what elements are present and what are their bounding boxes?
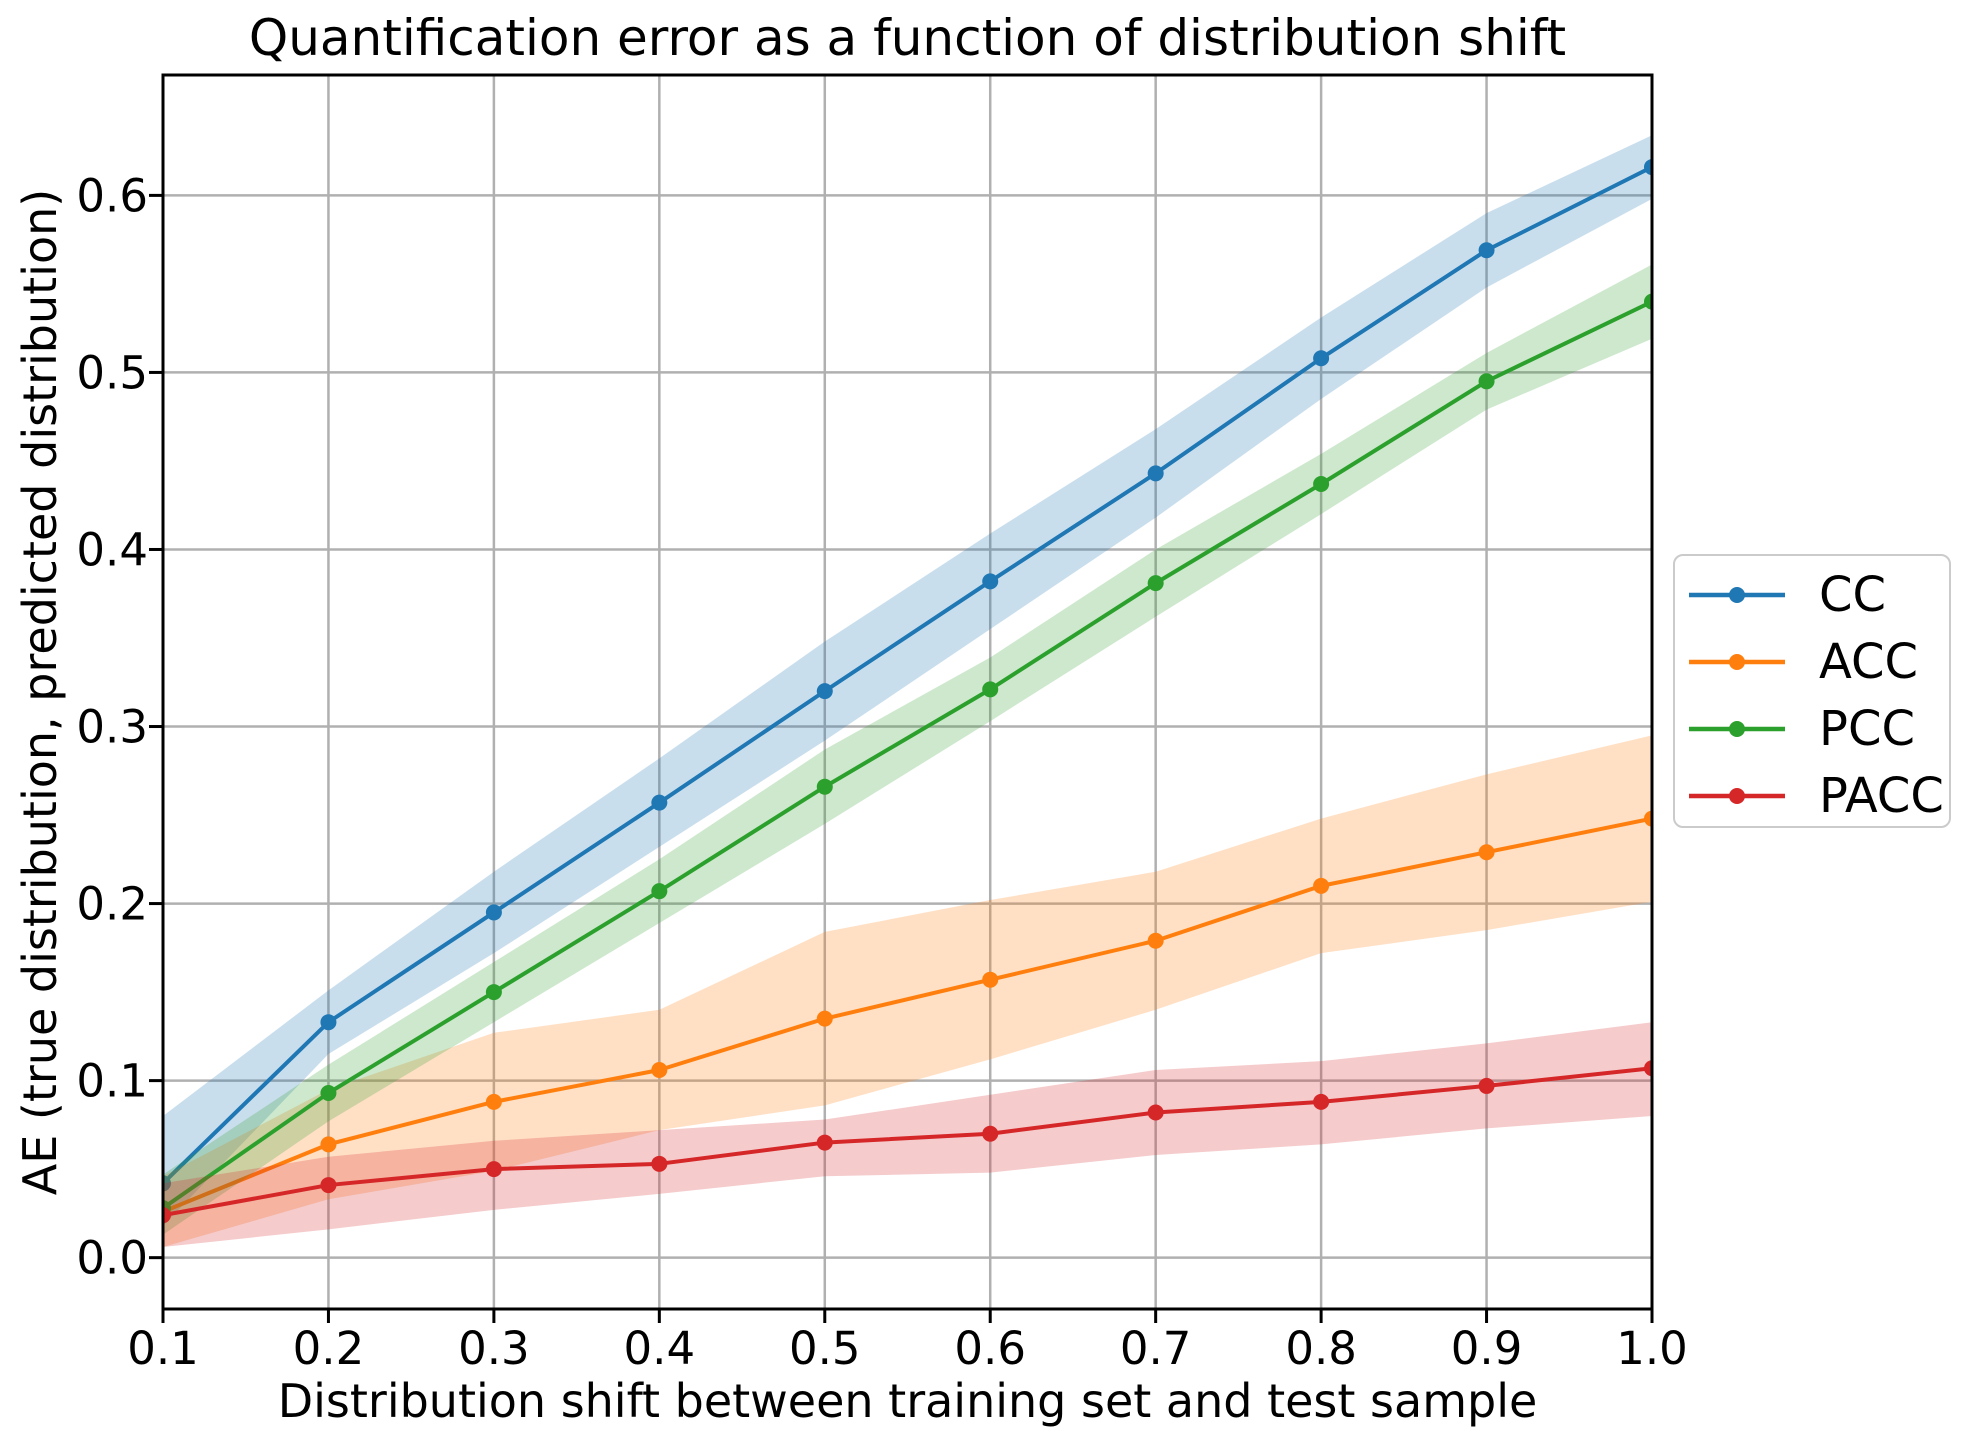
series-layer [163,135,1652,1248]
marker-ACC [651,1061,668,1078]
y-tick-label: 0.6 [76,169,148,222]
marker-PACC [485,1161,502,1178]
marker-PACC [320,1177,337,1194]
legend-label-PACC: PACC [1819,767,1944,824]
x-tick-label: 0.6 [954,1322,1026,1375]
marker-ACC [485,1093,502,1110]
legend-label-PCC: PCC [1819,700,1915,757]
marker-PACC [1313,1093,1330,1110]
series-PCC [163,264,1652,1235]
marker-PCC [651,883,668,900]
legend-label-CC: CC [1819,566,1887,623]
line-PCC [163,299,1652,1211]
marker-PCC [1478,373,1495,390]
y-tick-label: 0.2 [76,878,148,931]
x-tick-label: 0.3 [458,1322,530,1375]
legend-swatch-ACC [1689,653,1785,670]
marker-PACC [1478,1077,1495,1094]
legend-item-PACC: PACC [1689,762,1949,829]
marker-CC [982,573,999,590]
x-tick-label: 0.1 [127,1322,199,1375]
marker-CC [485,904,502,921]
marker-PCC [1313,475,1330,492]
confidence-band-ACC [163,735,1652,1248]
marker-PCC [320,1085,337,1102]
line-CC [163,165,1652,1186]
series-CC [163,135,1652,1226]
y-tick-label: 0.0 [76,1232,148,1285]
marker-ACC [1644,810,1652,827]
series-PACC [163,1022,1652,1248]
ticks: 0.1 0.2 0.3 0.4 0.5 0.6 0.7 0.8 0.9 1.0 0.0 0.1 0.2 0… [76,169,1687,1375]
marker-PCC [485,984,502,1001]
plot-border [161,73,1654,1311]
marker-ACC [1478,844,1495,861]
marker-PCC [1644,293,1652,310]
x-axis-label: Distribution shift between training set … [277,1374,1538,1428]
marker-ACC [1313,877,1330,894]
y-tick-label: 0.4 [76,523,148,576]
legend-label-ACC: ACC [1819,633,1919,690]
x-tick-label: 0.5 [789,1322,861,1375]
marker-CC [651,794,668,811]
confidence-band-PACC [163,1022,1652,1248]
legend-swatch-CC [1689,586,1785,603]
y-tick-label: 0.1 [76,1055,148,1108]
legend-item-PCC: PCC [1689,695,1949,762]
legend-item-ACC: ACC [1689,628,1949,695]
x-tick-label: 0.4 [624,1322,696,1375]
y-tick-label: 0.3 [76,701,148,754]
line-PACC [163,1066,1652,1218]
x-tick-label: 0.9 [1451,1322,1523,1375]
x-tick-label: 0.8 [1285,1322,1357,1375]
x-tick-label: 0.2 [293,1322,365,1375]
legend-swatch-PCC [1689,720,1785,737]
marker-ACC [982,971,999,988]
marker-ACC [1147,932,1164,949]
marker-CC [1478,242,1495,259]
marker-PCC [816,778,833,795]
legend-item-CC: CC [1689,561,1949,628]
confidence-band-CC [163,135,1652,1226]
marker-CC [816,683,833,700]
marker-CC [320,1014,337,1031]
chart-title: Quantification error as a function of di… [248,9,1567,67]
marker-PCC [1147,575,1164,592]
line-ACC [163,816,1652,1214]
marker-CC [1313,350,1330,367]
marker-PACC [1147,1104,1164,1121]
legend: CC ACC PCC PACC [1673,554,1951,828]
marker-PACC [163,1207,171,1224]
marker-PACC [651,1155,668,1172]
marker-CC [1644,159,1652,176]
marker-PACC [1644,1060,1652,1077]
legend-swatch-PACC [1689,787,1785,804]
marker-PACC [982,1125,999,1142]
marker-PACC [816,1134,833,1151]
marker-CC [1147,465,1164,482]
x-tick-label: 0.7 [1120,1322,1192,1375]
marker-ACC [320,1136,337,1153]
marker-ACC [816,1010,833,1027]
marker-PCC [982,681,999,698]
y-tick-label: 0.5 [76,346,148,399]
x-tick-label: 1.0 [1616,1322,1688,1375]
marker-CC [163,1175,171,1192]
